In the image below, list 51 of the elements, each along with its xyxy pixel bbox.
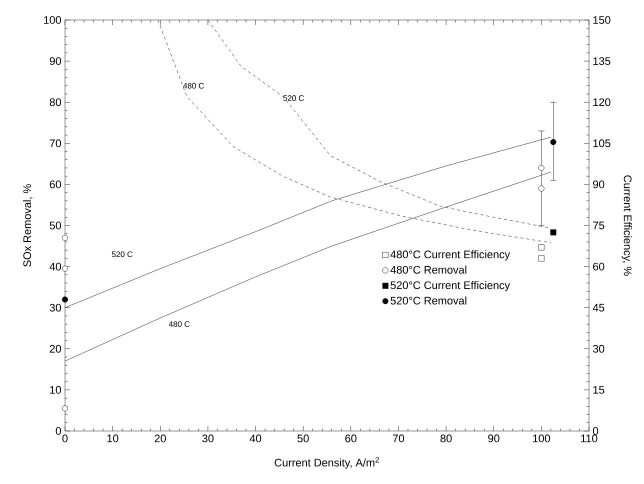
y2-tick-label: 45	[592, 304, 604, 312]
point	[550, 139, 556, 146]
y-tick-label: 40	[50, 262, 62, 270]
y-tick-label: 70	[50, 139, 62, 148]
y2-tick-label: 105	[593, 139, 610, 148]
point	[538, 255, 544, 262]
y-tick-label: 50	[50, 222, 62, 230]
point	[550, 229, 556, 236]
x-tick-label: 80	[440, 434, 452, 442]
x-tick-label: 60	[345, 434, 356, 442]
y-tick-label: 20	[50, 344, 62, 353]
legend-label: 480°C Removal	[390, 266, 466, 274]
y2-tick-label: 150	[593, 16, 610, 24]
y-tick-label: 10	[50, 386, 62, 394]
x-tick-label: 10	[107, 434, 118, 442]
x-tick-label: 90	[488, 434, 500, 442]
x-tick-label: 40	[250, 434, 262, 442]
y-tick-label: 90	[50, 57, 62, 65]
y-tick-label: 0	[56, 427, 62, 435]
legend-label: 480°C Current Efficiency	[390, 250, 510, 260]
point	[538, 164, 544, 171]
y2-tick-label: 90	[593, 180, 604, 188]
x-tick-label: 20	[154, 434, 166, 442]
x-tick-label: 100	[533, 434, 550, 442]
y-tick-label: 60	[50, 180, 62, 188]
x-tick-label: 110	[581, 434, 598, 442]
point	[538, 244, 544, 250]
y-axis-title: SOx Removal, %	[23, 184, 32, 267]
x-tick-label: 70	[392, 434, 404, 442]
point	[538, 186, 544, 192]
y2-tick-label: 0	[592, 427, 598, 435]
point	[62, 405, 68, 412]
y2-tick-label: 120	[593, 98, 610, 106]
y-tick-label: 80	[50, 98, 62, 106]
point	[62, 296, 68, 302]
y2-tick-label: 75	[593, 222, 604, 230]
y2-tick-label: 135	[593, 57, 610, 65]
point	[62, 266, 68, 272]
y2-tick-label: 60	[593, 262, 604, 270]
legend-label: 520°C Current Efficiency	[390, 281, 510, 292]
x-axis-title: Current Density, A/m$^{2}$	[274, 457, 379, 469]
y2-axis-title: Current Efficiency, %	[622, 175, 632, 276]
y2-tick-label: 15	[593, 386, 604, 394]
x-tick-label: 50	[298, 434, 309, 442]
point	[62, 234, 68, 241]
legend-label: 520°C Removal	[390, 296, 466, 305]
y2-tick-label: 30	[592, 344, 604, 353]
x-tick-label: 30	[202, 434, 214, 442]
y-tick-label: 100	[44, 16, 62, 24]
y-tick-label: 30	[50, 304, 62, 312]
x-tick-label: 0	[62, 434, 68, 442]
